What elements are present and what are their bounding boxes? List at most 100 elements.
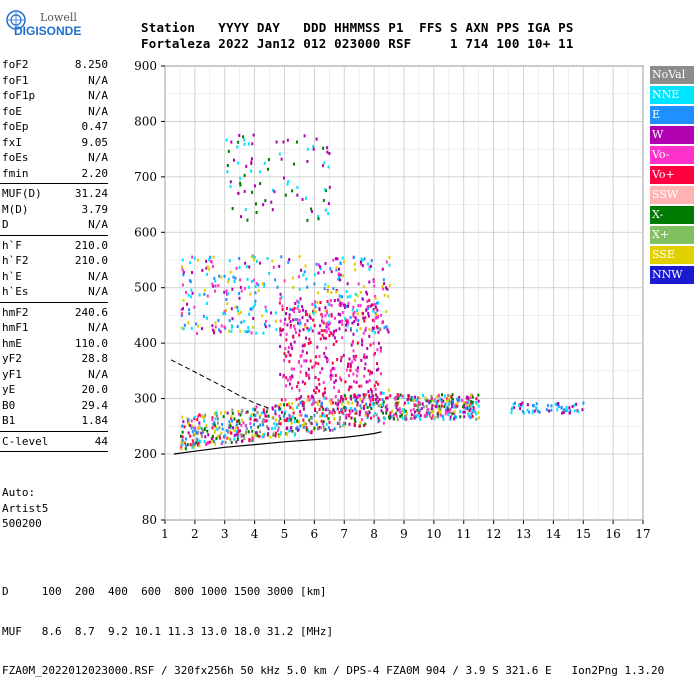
echo-point (191, 445, 194, 449)
echo-point (445, 399, 448, 403)
echo-point (298, 388, 301, 392)
echo-point (261, 423, 264, 427)
echo-point (340, 408, 343, 412)
echo-point (409, 409, 412, 413)
echo-point (354, 420, 357, 424)
echo-point (575, 402, 578, 406)
echo-point (309, 359, 312, 363)
echo-point (229, 185, 232, 189)
echo-point (183, 441, 186, 445)
echo-point (220, 275, 223, 279)
echo-point (459, 415, 462, 419)
echo-point (466, 403, 469, 407)
echo-point (573, 403, 576, 407)
echo-point (228, 420, 231, 424)
echo-point (399, 393, 402, 397)
echo-point (213, 276, 216, 280)
param-value: 44 (94, 434, 108, 448)
echo-point (320, 329, 323, 333)
echo-point (231, 408, 234, 412)
echo-point (255, 331, 258, 335)
echo-point (238, 421, 241, 425)
echo-point (184, 444, 187, 448)
echo-point (321, 405, 324, 409)
param-row: C-level 44 (0, 434, 110, 450)
echo-point (368, 397, 371, 401)
echo-point (326, 146, 329, 150)
echo-point (233, 437, 236, 441)
echo-point (431, 404, 434, 408)
echo-point (280, 295, 283, 299)
echo-point (309, 326, 312, 330)
echo-point (443, 405, 446, 409)
echo-point (360, 262, 363, 266)
echo-point (326, 358, 329, 362)
echo-point (451, 397, 454, 401)
param-name: foE (2, 104, 22, 118)
echo-point (351, 321, 354, 325)
echo-point (271, 259, 274, 263)
echo-point (259, 430, 262, 434)
echo-point (200, 434, 203, 438)
echo-point (378, 327, 381, 331)
echo-point (310, 207, 313, 211)
echo-point (201, 427, 204, 431)
echo-point (258, 170, 261, 174)
echo-point (374, 306, 377, 310)
echo-point (454, 405, 457, 409)
echo-point (238, 292, 241, 296)
echo-point (370, 371, 373, 375)
echo-point (192, 442, 195, 446)
echo-point (347, 388, 350, 392)
echo-point (327, 417, 330, 421)
echo-point (239, 285, 242, 289)
echo-point (235, 432, 238, 436)
echo-point (246, 410, 249, 414)
echo-point (304, 382, 307, 386)
echo-point (214, 325, 217, 329)
x-tick-label: 8 (370, 527, 378, 541)
echo-point (327, 302, 330, 306)
echo-point (350, 385, 353, 389)
echo-point (361, 400, 364, 404)
echo-point (368, 334, 371, 338)
param-value: N/A (88, 218, 108, 231)
echo-point (351, 341, 354, 345)
echo-point (379, 346, 382, 350)
echo-point (373, 402, 376, 406)
echo-point (309, 341, 312, 345)
echo-point (236, 309, 239, 313)
echo-point (248, 312, 251, 316)
echo-point (323, 329, 326, 333)
parameter-panel: foF2 8.250 foF1 N/A foF1p N/A foE N/A foEp 0.47 fx… (0, 57, 110, 454)
echo-point (250, 413, 253, 417)
echo-point (471, 400, 474, 404)
param-row: foEs N/A (0, 150, 110, 166)
echo-point (380, 372, 383, 376)
echo-point (362, 423, 365, 427)
echo-point (262, 433, 265, 437)
echo-point (382, 416, 385, 420)
echo-point (312, 308, 315, 312)
echo-point (385, 404, 388, 408)
echo-point (214, 279, 217, 283)
echo-point (209, 259, 212, 263)
echo-point (332, 412, 335, 416)
echo-point (434, 415, 437, 419)
echo-point (399, 414, 402, 418)
echo-point (211, 434, 214, 438)
echo-point (302, 418, 305, 422)
echo-point (263, 419, 266, 423)
param-name: foF1p (2, 89, 36, 102)
digisonde-logo (6, 10, 26, 30)
echo-point (239, 278, 242, 282)
echo-point (274, 418, 277, 422)
echo-point (228, 425, 231, 429)
echo-point (356, 322, 359, 326)
echo-point (304, 264, 307, 268)
echo-point (352, 312, 355, 316)
echo-point (568, 411, 571, 415)
echo-point (259, 182, 262, 186)
echo-point (358, 410, 361, 414)
param-name: hmF2 (2, 305, 29, 319)
